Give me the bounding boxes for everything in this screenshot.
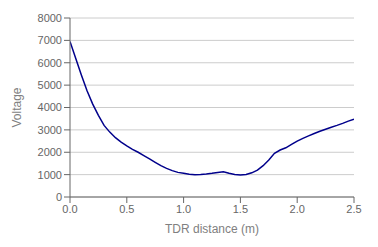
svg-text:2000: 2000: [38, 146, 62, 158]
svg-text:4000: 4000: [38, 101, 62, 113]
svg-text:1.5: 1.5: [233, 203, 248, 215]
svg-text:7000: 7000: [38, 34, 62, 46]
svg-text:5000: 5000: [38, 79, 62, 91]
svg-text:0: 0: [56, 191, 62, 203]
svg-text:TDR distance (m): TDR distance (m): [165, 222, 259, 236]
svg-text:0.5: 0.5: [119, 203, 134, 215]
svg-text:1000: 1000: [38, 169, 62, 181]
svg-text:6000: 6000: [38, 57, 62, 69]
svg-text:8000: 8000: [38, 12, 62, 24]
svg-text:2.0: 2.0: [290, 203, 305, 215]
svg-text:2.5: 2.5: [346, 203, 361, 215]
svg-text:0.0: 0.0: [62, 203, 77, 215]
svg-text:Voltage: Voltage: [10, 87, 24, 127]
svg-text:1.0: 1.0: [176, 203, 191, 215]
svg-text:3000: 3000: [38, 124, 62, 136]
